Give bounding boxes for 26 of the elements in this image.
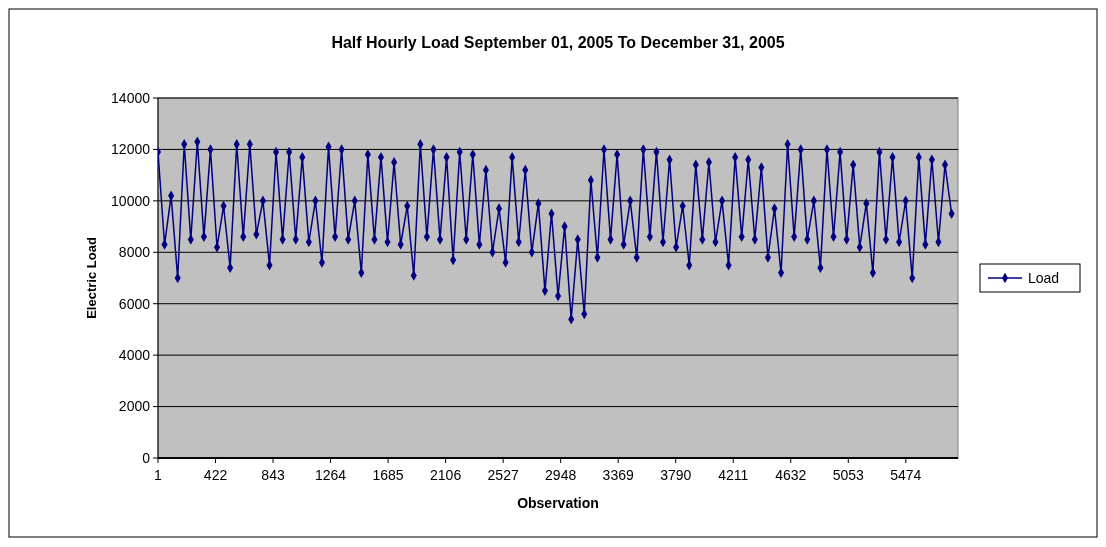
- x-tick-label: 2527: [487, 467, 519, 483]
- x-axis-title: Observation: [517, 495, 599, 511]
- x-tick-label: 2948: [545, 467, 577, 483]
- x-tick-label: 3369: [602, 467, 634, 483]
- y-tick-label: 12000: [111, 141, 151, 158]
- x-tick-label: 5474: [890, 467, 922, 483]
- y-tick-label: 10000: [111, 192, 151, 209]
- chart-title: Half Hourly Load September 01, 2005 To December 31, 2005: [331, 34, 785, 51]
- x-tick-label: 1: [154, 467, 163, 483]
- x-tick-label: 5053: [832, 467, 865, 483]
- x-tick-label: 422: [203, 467, 228, 483]
- y-tick-label: 6000: [118, 295, 151, 312]
- y-tick-label: 4000: [118, 347, 151, 364]
- x-tick-label: 4632: [775, 467, 807, 483]
- x-tick-label: 4211: [718, 467, 749, 483]
- x-tick-label: 3790: [660, 467, 692, 483]
- x-tick-label: 843: [261, 467, 285, 483]
- y-tick-label: 8000: [118, 244, 151, 261]
- y-tick-label: 2000: [118, 398, 151, 415]
- y-axis-title: Electric Load: [84, 237, 99, 319]
- y-tick-label: 0: [142, 449, 151, 466]
- y-tick-label: 14000: [111, 89, 151, 106]
- x-tick-label: 1685: [372, 467, 404, 483]
- x-tick-label: 2106: [430, 467, 462, 483]
- x-tick-label: 1264: [314, 467, 347, 483]
- legend-label: Load: [1028, 269, 1060, 286]
